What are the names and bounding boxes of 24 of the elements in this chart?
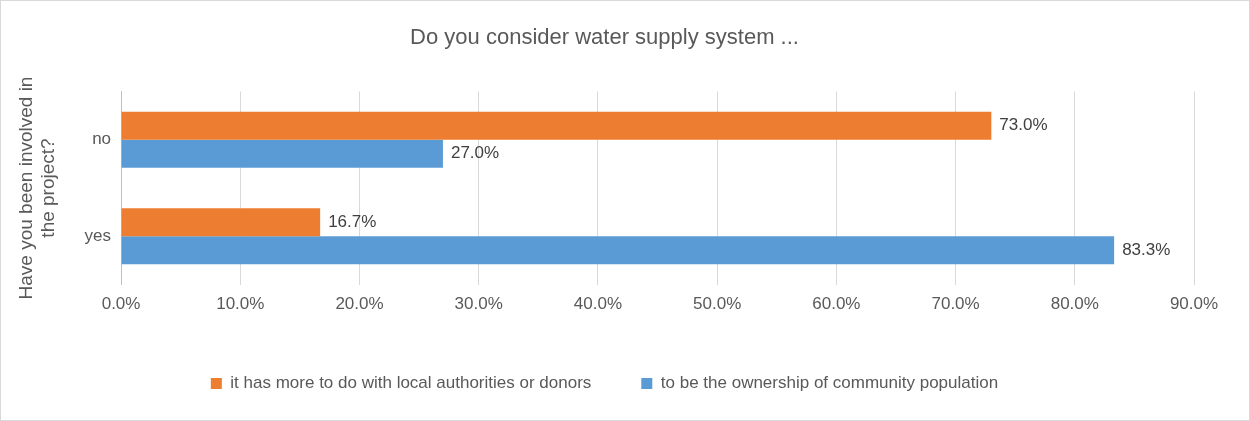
- x-tick-label: 70.0%: [931, 294, 980, 314]
- bar: [121, 208, 321, 237]
- x-tick-label: 20.0%: [335, 294, 384, 314]
- x-tick-label: 90.0%: [1169, 294, 1219, 314]
- data-label: 83.3%: [1122, 239, 1171, 259]
- y-axis-title: Have you been involved in the project?: [14, 76, 59, 300]
- bar: [121, 139, 443, 168]
- x-tick-label: 60.0%: [812, 294, 861, 314]
- x-tick-label: 0.0%: [101, 294, 141, 314]
- data-label: 16.7%: [328, 211, 377, 231]
- y-tick-label: yes: [84, 225, 112, 245]
- x-tick-label: 80.0%: [1050, 294, 1099, 314]
- chart-title: Do you consider water supply system ...: [410, 24, 799, 50]
- data-label: 27.0%: [450, 143, 500, 163]
- x-tick-label: 10.0%: [216, 294, 265, 314]
- bar: [121, 236, 1115, 265]
- bar: [121, 111, 992, 140]
- legend-label: it has more to do with local authorities or donors: [230, 373, 592, 393]
- y-tick-label: no: [92, 129, 112, 149]
- x-tick-label: 30.0%: [454, 294, 503, 314]
- data-label: 73.0%: [999, 115, 1048, 135]
- legend-label: to be the ownership of community population: [660, 373, 999, 393]
- x-tick-label: 40.0%: [573, 294, 623, 314]
- x-tick-label: 50.0%: [693, 294, 742, 314]
